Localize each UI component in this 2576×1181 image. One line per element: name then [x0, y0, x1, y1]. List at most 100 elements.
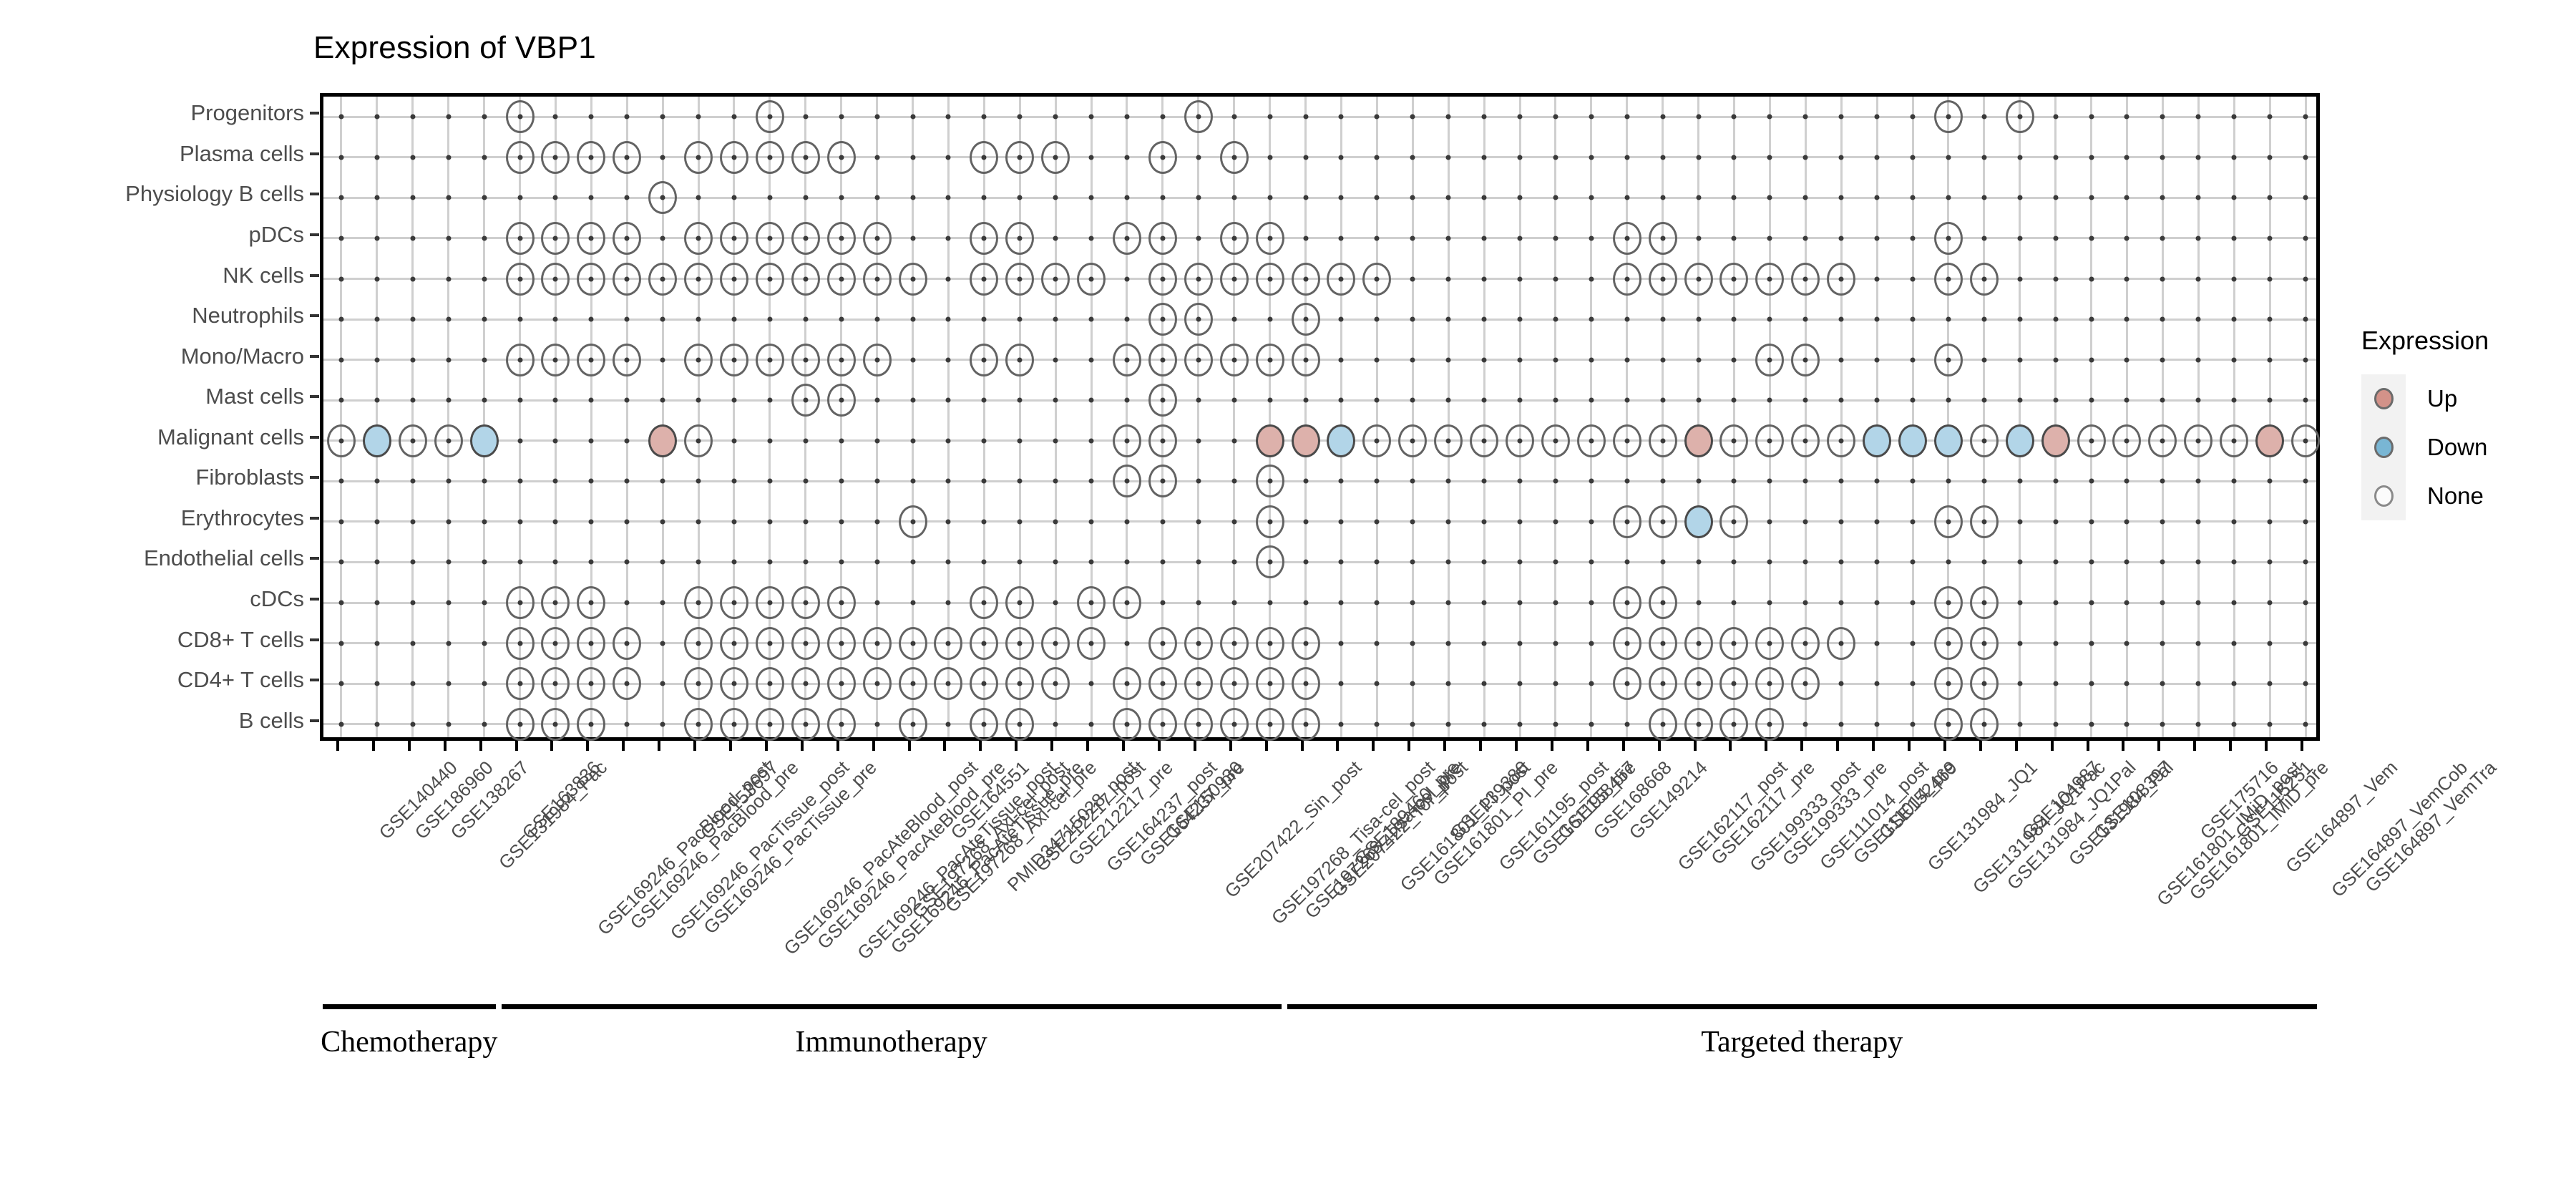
expression-point-none[interactable] — [1648, 505, 1677, 538]
expression-point-none[interactable] — [1612, 586, 1641, 620]
expression-point-none[interactable] — [1184, 262, 1213, 296]
expression-point-none[interactable] — [826, 262, 856, 296]
expression-point-none[interactable] — [326, 424, 356, 457]
expression-point-none[interactable] — [648, 181, 678, 215]
expression-point-none[interactable] — [755, 140, 784, 174]
expression-point-up[interactable] — [1684, 424, 1713, 457]
expression-point-none[interactable] — [1969, 707, 1999, 741]
expression-point-none[interactable] — [505, 586, 535, 620]
expression-point-none[interactable] — [1148, 140, 1177, 174]
expression-point-none[interactable] — [1255, 626, 1284, 660]
expression-point-none[interactable] — [1255, 221, 1284, 255]
expression-point-none[interactable] — [719, 586, 748, 620]
expression-point-none[interactable] — [1148, 221, 1177, 255]
expression-point-up[interactable] — [1291, 424, 1320, 457]
expression-point-none[interactable] — [1255, 545, 1284, 579]
expression-point-none[interactable] — [1612, 424, 1641, 457]
expression-point-none[interactable] — [934, 667, 963, 701]
expression-point-none[interactable] — [970, 626, 999, 660]
expression-point-none[interactable] — [1506, 424, 1534, 457]
expression-point-none[interactable] — [2184, 424, 2213, 457]
expression-point-none[interactable] — [1362, 424, 1392, 457]
expression-point-none[interactable] — [1219, 707, 1249, 741]
expression-point-none[interactable] — [1112, 586, 1141, 620]
expression-point-none[interactable] — [1755, 262, 1785, 296]
expression-point-none[interactable] — [1933, 667, 1963, 701]
expression-point-none[interactable] — [577, 140, 606, 174]
expression-point-none[interactable] — [1719, 424, 1749, 457]
expression-point-none[interactable] — [1933, 707, 1963, 741]
expression-point-none[interactable] — [719, 667, 748, 701]
expression-point-none[interactable] — [719, 343, 748, 376]
expression-point-none[interactable] — [541, 667, 570, 701]
expression-point-none[interactable] — [1077, 626, 1106, 660]
expression-point-none[interactable] — [1933, 262, 1963, 296]
expression-point-none[interactable] — [719, 626, 748, 660]
expression-point-none[interactable] — [755, 343, 784, 376]
expression-point-none[interactable] — [1933, 626, 1963, 660]
expression-point-none[interactable] — [1576, 424, 1606, 457]
expression-point-none[interactable] — [1219, 140, 1249, 174]
expression-point-none[interactable] — [2077, 424, 2106, 457]
expression-point-none[interactable] — [970, 343, 999, 376]
expression-point-none[interactable] — [970, 262, 999, 296]
expression-point-none[interactable] — [826, 626, 856, 660]
expression-point-none[interactable] — [577, 707, 606, 741]
expression-point-none[interactable] — [719, 221, 748, 255]
expression-point-up[interactable] — [1255, 424, 1284, 457]
expression-point-none[interactable] — [862, 262, 892, 296]
expression-point-none[interactable] — [1969, 262, 1999, 296]
expression-point-none[interactable] — [541, 262, 570, 296]
expression-point-none[interactable] — [1184, 707, 1213, 741]
expression-point-none[interactable] — [791, 343, 820, 376]
expression-point-none[interactable] — [1005, 707, 1035, 741]
expression-point-none[interactable] — [862, 626, 892, 660]
expression-point-none[interactable] — [826, 667, 856, 701]
expression-point-none[interactable] — [1612, 505, 1641, 538]
expression-point-up[interactable] — [648, 424, 678, 457]
expression-point-none[interactable] — [755, 100, 784, 134]
expression-point-none[interactable] — [1148, 667, 1177, 701]
expression-point-none[interactable] — [1933, 343, 1963, 376]
expression-point-none[interactable] — [1005, 667, 1035, 701]
expression-point-none[interactable] — [505, 221, 535, 255]
expression-point-none[interactable] — [755, 626, 784, 660]
expression-point-none[interactable] — [2220, 424, 2249, 457]
expression-point-none[interactable] — [541, 707, 570, 741]
expression-point-down[interactable] — [1933, 424, 1963, 457]
expression-point-none[interactable] — [1791, 667, 1820, 701]
expression-point-none[interactable] — [684, 140, 713, 174]
expression-point-none[interactable] — [1219, 667, 1249, 701]
expression-point-none[interactable] — [541, 626, 570, 660]
expression-point-none[interactable] — [2291, 424, 2321, 457]
expression-point-none[interactable] — [1005, 221, 1035, 255]
expression-point-none[interactable] — [684, 221, 713, 255]
expression-point-none[interactable] — [1148, 262, 1177, 296]
expression-point-none[interactable] — [1112, 707, 1141, 741]
expression-point-none[interactable] — [1719, 505, 1749, 538]
expression-point-none[interactable] — [1755, 424, 1785, 457]
expression-point-none[interactable] — [1112, 424, 1141, 457]
expression-point-none[interactable] — [505, 707, 535, 741]
expression-point-none[interactable] — [577, 221, 606, 255]
expression-point-none[interactable] — [1148, 626, 1177, 660]
expression-point-none[interactable] — [1005, 262, 1035, 296]
expression-point-none[interactable] — [1291, 303, 1320, 336]
expression-point-none[interactable] — [577, 343, 606, 376]
expression-point-down[interactable] — [469, 424, 499, 457]
expression-point-down[interactable] — [2005, 424, 2034, 457]
expression-point-none[interactable] — [1969, 667, 1999, 701]
expression-point-none[interactable] — [1933, 505, 1963, 538]
expression-point-none[interactable] — [1612, 221, 1641, 255]
expression-point-none[interactable] — [1648, 667, 1677, 701]
expression-point-none[interactable] — [577, 586, 606, 620]
expression-point-none[interactable] — [826, 140, 856, 174]
expression-point-none[interactable] — [1148, 707, 1177, 741]
expression-point-none[interactable] — [1291, 707, 1320, 741]
expression-point-none[interactable] — [1112, 465, 1141, 498]
expression-point-none[interactable] — [1255, 667, 1284, 701]
expression-point-none[interactable] — [791, 667, 820, 701]
legend-item[interactable]: None — [2361, 472, 2489, 520]
expression-point-none[interactable] — [577, 262, 606, 296]
expression-point-none[interactable] — [1648, 586, 1677, 620]
